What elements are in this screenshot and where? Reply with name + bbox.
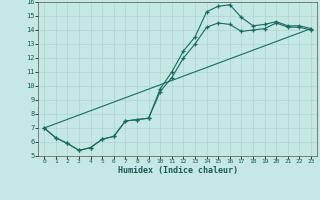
- X-axis label: Humidex (Indice chaleur): Humidex (Indice chaleur): [118, 166, 238, 175]
